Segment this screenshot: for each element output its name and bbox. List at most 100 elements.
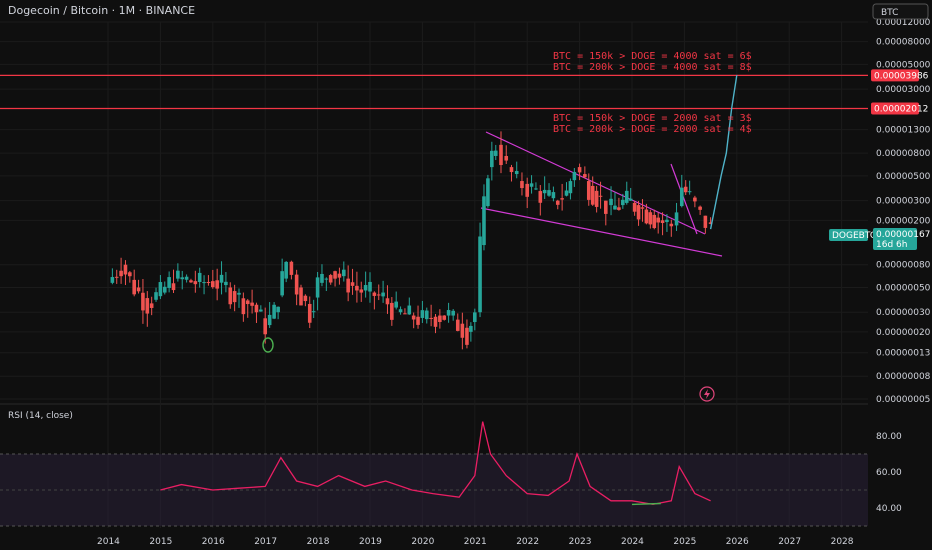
price-level-badge <box>871 69 919 82</box>
candle-body <box>363 285 368 291</box>
candle-body <box>644 209 649 224</box>
candle-body <box>180 277 185 280</box>
upper-annotation-line1: BTC = 150k > DOGE = 4000 sat = 6$ <box>553 51 752 62</box>
lightning-icon[interactable] <box>699 386 715 402</box>
candle-body <box>307 303 312 323</box>
candle-body <box>542 189 547 194</box>
candle-body <box>560 198 564 200</box>
currency-selector[interactable]: BTC <box>872 3 929 20</box>
currency-selector-box[interactable] <box>872 3 929 20</box>
candle-body <box>493 150 498 156</box>
candle-body <box>136 287 141 292</box>
candle-body <box>219 274 224 283</box>
candle-body <box>698 206 702 210</box>
candle-body <box>311 311 316 313</box>
candle-body <box>490 150 494 168</box>
candle-body <box>315 277 320 298</box>
candle-body <box>350 282 355 286</box>
candle-body <box>520 181 524 189</box>
price-axis[interactable]: 0.00012000 0.00008000 0.00005000 0.00003000… <box>876 18 931 405</box>
rsi-pane: 80.00 60.00 40.00 <box>0 421 902 527</box>
candle-body <box>385 298 390 305</box>
candle-body <box>424 310 429 320</box>
horizontal-levels[interactable]: 0.00003986 0.00002012 <box>0 69 929 115</box>
candle-body <box>280 271 284 296</box>
bottom-marker-circle[interactable] <box>262 337 274 353</box>
candle-body <box>224 281 228 286</box>
candle-body <box>460 323 465 338</box>
candle-body <box>167 277 171 288</box>
candle-body <box>114 276 119 278</box>
current-price-label: 0.00000167 <box>876 230 930 240</box>
upper-trendline[interactable] <box>485 131 706 235</box>
candle-body <box>617 207 621 210</box>
candle-body <box>577 167 582 173</box>
time-tick-label: 2025 <box>673 537 696 547</box>
candle-body <box>342 269 346 277</box>
price-badge <box>873 228 917 250</box>
price-tick-label: 0.00000500 <box>876 172 931 182</box>
candle-body <box>110 277 115 283</box>
time-tick-label: 2028 <box>831 537 854 547</box>
candle-body <box>529 183 534 187</box>
price-tick-label: 0.00001300 <box>876 126 931 136</box>
lower-trendline[interactable] <box>480 207 723 257</box>
candle-body <box>184 276 189 280</box>
price-tick-label: 0.00000008 <box>876 372 931 382</box>
price-level-label: 0.00003986 <box>874 71 929 81</box>
time-tick-label: 2023 <box>569 537 592 547</box>
price-tick-label: 0.00000013 <box>876 349 930 359</box>
candle-body <box>407 305 412 315</box>
candle-body <box>299 287 303 306</box>
candle-body <box>598 195 603 197</box>
time-axis[interactable]: 2014 2015 2016 2017 2018 2019 2020 2021 2022 2023… <box>97 537 854 547</box>
candle-body <box>272 304 276 319</box>
candle-body <box>590 185 595 205</box>
short-trendline[interactable] <box>670 163 698 235</box>
candle-body <box>708 222 713 224</box>
candle-body <box>564 190 569 196</box>
candle-body <box>320 273 324 283</box>
candle-body <box>538 191 543 203</box>
candle-body <box>628 198 633 201</box>
symbol-badge <box>829 229 868 241</box>
candle-body <box>394 301 398 308</box>
time-tick-label: 2015 <box>149 537 172 547</box>
candle-body <box>145 298 150 314</box>
candle-body <box>411 315 416 320</box>
price-tick-label: 0.00000050 <box>876 283 931 293</box>
projection-curve[interactable] <box>709 75 738 230</box>
candle-body <box>328 275 333 283</box>
price-tick-label: 0.00008000 <box>876 38 931 48</box>
candle-body <box>154 292 158 300</box>
time-tick-label: 2026 <box>726 537 749 547</box>
price-tick-label: 0.00000080 <box>876 261 931 271</box>
candle-body <box>534 188 538 190</box>
rsi-tick-label: 60.00 <box>876 468 902 478</box>
candle-body <box>446 310 451 316</box>
candle-body <box>509 167 514 173</box>
price-tick-label: 0.00000800 <box>876 149 931 159</box>
candle-body <box>429 317 433 319</box>
price-tick-label: 0.00012000 <box>876 18 931 28</box>
trendlines[interactable] <box>480 131 723 257</box>
candle-body <box>376 294 381 296</box>
candle-body <box>482 196 486 246</box>
candles <box>110 131 713 350</box>
candle-body <box>241 298 246 315</box>
currency-label: BTC <box>881 8 898 18</box>
candle-body <box>687 191 692 193</box>
candle-body <box>398 309 403 313</box>
candle-body <box>683 186 688 193</box>
candle-body <box>267 314 272 326</box>
candle-body <box>621 199 625 206</box>
candle-body <box>259 309 263 312</box>
candle-body <box>442 315 447 320</box>
price-tick-label: 0.00003000 <box>876 85 931 95</box>
candle-body <box>636 205 641 220</box>
candle-body <box>674 212 679 226</box>
candle-body <box>276 306 280 313</box>
current-price-tag: DOGEBTC 0.00000167 16d 6h <box>829 228 930 250</box>
